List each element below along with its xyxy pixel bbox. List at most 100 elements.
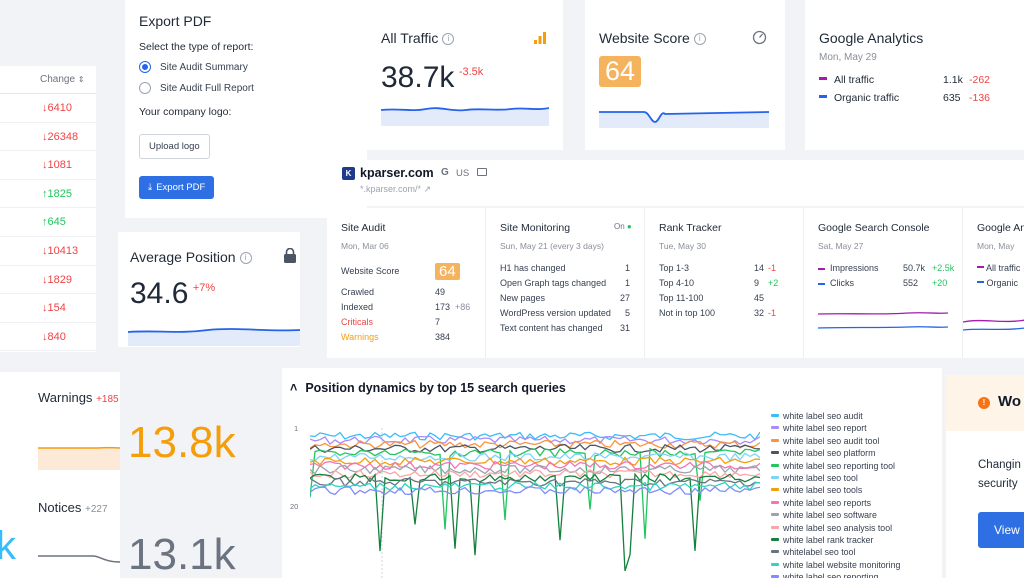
legend-swatch (771, 451, 779, 455)
upload-logo-button[interactable]: Upload logo (139, 134, 210, 159)
series-line[interactable] (310, 460, 760, 471)
rank-tracker-widget[interactable]: Rank Tracker Tue, May 30 Top 1-3 14 -1 Top … (644, 208, 803, 358)
legend-item[interactable]: white label seo report (771, 423, 867, 433)
external-link-icon: ↗ (423, 184, 432, 194)
status-dot-icon: ● (626, 222, 632, 231)
legend-label: white label rank tracker (783, 535, 874, 545)
info-icon[interactable]: i (693, 33, 706, 45)
site-audit-row-value: 7 (435, 317, 441, 327)
legend-label: white label seo reporting tool (783, 460, 895, 471)
promo-title: Wo (998, 393, 1022, 410)
rank-tracker-row[interactable]: Top 11-100 45 (659, 293, 803, 308)
google-analytics-widget[interactable]: Google An Mon, May All traffic Organic (962, 208, 1024, 358)
legend-item[interactable]: white label seo reporting tool (771, 461, 895, 471)
export-pdf-button[interactable]: ⤓ Export PDF (139, 176, 215, 199)
site-monitoring-row[interactable]: H1 has changed 1 (500, 263, 644, 278)
legend-item[interactable]: white label seo tool (771, 473, 858, 483)
legend-swatch (771, 562, 779, 566)
site-audit-row[interactable]: Warnings 384 (341, 332, 485, 347)
legend-item[interactable]: white label seo tools (771, 485, 862, 495)
series-line[interactable] (310, 481, 760, 492)
series-line[interactable] (310, 485, 760, 496)
view-button[interactable]: View (978, 512, 1024, 548)
series-line[interactable] (310, 435, 760, 446)
average-position-delta: +7% (192, 282, 216, 294)
legend-swatch (771, 525, 779, 529)
y-tick-1: 1 (294, 424, 299, 433)
position-dynamics-card: ˄ Position dynamics by top 15 search quer… (282, 368, 942, 578)
site-monitoring-row[interactable]: WordPress version updated 5 (500, 308, 644, 323)
rank-tracker-row-label: Top 4-10 (659, 278, 695, 288)
series-line[interactable] (310, 431, 760, 441)
legend-item[interactable]: white label website monitoring (771, 560, 900, 570)
change-value: 26348 (47, 130, 79, 143)
arrow-down-icon: ↓ (42, 244, 48, 257)
radio-site-audit-full-report[interactable]: Site Audit Full Report (139, 82, 367, 94)
rank-tracker-row[interactable]: Not in top 100 32 -1 (659, 308, 803, 323)
legend-item[interactable]: white label seo software (771, 510, 877, 520)
project-url[interactable]: *.kparser.com/* ↗ (360, 184, 432, 194)
change-value: 10413 (47, 244, 79, 257)
legend-item[interactable]: whitelabel seo tool (771, 547, 855, 557)
site-monitoring-row[interactable]: Open Graph tags changed 1 (500, 278, 644, 293)
arrow-up-icon: ↑ (42, 216, 48, 229)
series-line[interactable] (310, 472, 760, 572)
all-traffic-card: All Traffic i 38.7k -3.5k (367, 0, 563, 150)
rank-tracker-row-value: 9 (754, 278, 760, 288)
website-score-card: Website Score i 64 (585, 0, 785, 150)
search-console-row-label: Impressions (830, 263, 879, 273)
google-analytics-partial-date: Mon, May (977, 241, 1015, 251)
radio-checked-icon[interactable] (139, 61, 151, 73)
export-pdf-title: Export PDF (139, 13, 212, 29)
site-audit-widget[interactable]: Site Audit Mon, Mar 06 Website Score 64 C… (327, 208, 485, 358)
info-icon[interactable]: i (239, 252, 252, 264)
project-header: K kparser.com G US *.kparser.com/* ↗ (327, 160, 1024, 206)
position-dynamics-chart[interactable] (310, 428, 760, 578)
series-line[interactable] (310, 447, 760, 539)
site-monitoring-widget[interactable]: Site Monitoring On ● Sun, May 21 (every 3… (485, 208, 644, 358)
site-monitoring-row[interactable]: New pages 27 (500, 293, 644, 308)
legend-item[interactable]: white label seo reporting (771, 572, 878, 578)
series-line[interactable] (310, 439, 760, 450)
site-monitoring-row-value: 27 (619, 293, 630, 303)
site-monitoring-row-value: 1 (624, 278, 630, 288)
site-audit-row[interactable]: Indexed 173 +86 (341, 302, 485, 317)
position-dynamics-header[interactable]: ˄ Position dynamics by top 15 search quer… (290, 381, 566, 395)
search-console-date: Sat, May 27 (818, 241, 864, 251)
info-icon[interactable]: i (442, 33, 455, 45)
average-position-title: Average Position (130, 249, 236, 265)
average-position-value: 34.6 (130, 277, 189, 310)
series-line[interactable] (310, 477, 760, 488)
site-audit-row-label: Indexed (341, 302, 374, 312)
radio-unchecked-icon[interactable] (139, 82, 151, 94)
legend-label: whitelabel seo tool (783, 547, 856, 558)
series-line[interactable] (310, 464, 760, 475)
series-line[interactable] (310, 469, 760, 479)
search-console-row[interactable]: Clicks 552 +20 (818, 278, 962, 293)
site-audit-row-value: 49 (435, 287, 446, 297)
search-console-widget[interactable]: Google Search Console Sat, May 27 Impres… (803, 208, 962, 358)
legend-item[interactable]: white label seo reports (771, 498, 871, 508)
legend-item[interactable]: white label rank tracker (771, 535, 873, 545)
legend-item[interactable]: white label seo platform (771, 448, 875, 458)
site-monitoring-row[interactable]: Text content has changed 31 (500, 323, 644, 338)
legend-label: white label seo analysis tool (783, 522, 893, 533)
lock-icon (284, 248, 296, 263)
radio-site-audit-summary[interactable]: Site Audit Summary (139, 61, 367, 73)
search-console-row[interactable]: Impressions 50.7k +2.5k (818, 263, 962, 278)
site-audit-row[interactable]: Crawled 49 (341, 287, 485, 302)
legend-item[interactable]: white label seo analysis tool (771, 523, 892, 533)
legend-item[interactable]: white label seo audit tool (771, 436, 879, 446)
chevron-up-icon[interactable]: ˄ (290, 381, 298, 395)
rank-tracker-row[interactable]: Top 4-10 9 +2 (659, 278, 803, 293)
series-line[interactable] (310, 452, 760, 462)
site-audit-date: Mon, Mar 06 (341, 241, 389, 251)
site-monitoring-row-label: H1 has changed (500, 263, 566, 273)
rank-tracker-row[interactable]: Top 1-3 14 -1 (659, 263, 803, 278)
legend-item[interactable]: white label seo audit (771, 411, 863, 421)
site-audit-row[interactable]: Criticals 7 (341, 317, 485, 332)
change-table: Change ⇕ ↓6410 ↓26348 ↓1081 ↑1825 ↑645 ↓10413… (0, 66, 96, 352)
project-name[interactable]: kparser.com (360, 166, 434, 180)
arrow-down-icon: ↓ (42, 330, 48, 343)
change-column-header[interactable]: Change ⇕ (0, 66, 96, 94)
